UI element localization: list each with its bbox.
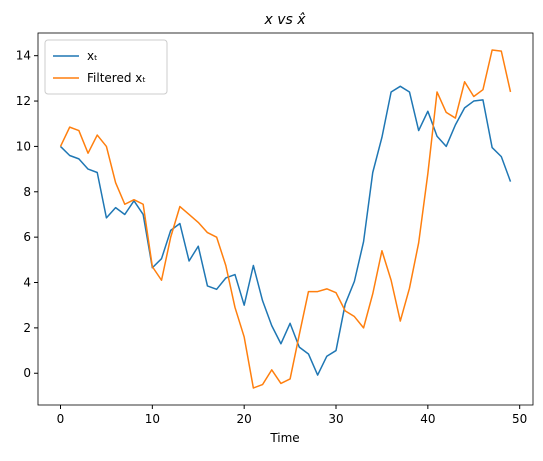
y-tick-label: 14 — [16, 49, 31, 63]
x-axis-label: Time — [269, 431, 299, 445]
y-tick-label: 4 — [23, 276, 31, 290]
x-tick-label: 0 — [57, 412, 65, 426]
x-tick-label: 30 — [328, 412, 343, 426]
y-tick-label: 0 — [23, 366, 31, 380]
y-tick-label: 2 — [23, 321, 31, 335]
y-tick-label: 6 — [23, 230, 31, 244]
legend-label: Filtered xₜ — [87, 71, 146, 85]
x-tick-label: 10 — [145, 412, 160, 426]
x-tick-label: 20 — [237, 412, 252, 426]
x-tick-label: 50 — [512, 412, 527, 426]
y-tick-label: 10 — [16, 139, 31, 153]
legend-box — [44, 39, 168, 95]
chart-title: x vs x̂ — [263, 12, 306, 28]
plot-frame — [37, 32, 534, 406]
y-tick-label: 12 — [16, 94, 31, 108]
x-tick-label: 40 — [420, 412, 435, 426]
y-tick-label: 8 — [23, 185, 31, 199]
series-line — [59, 49, 512, 389]
series-line — [59, 85, 512, 376]
legend-label: xₜ — [87, 49, 98, 63]
